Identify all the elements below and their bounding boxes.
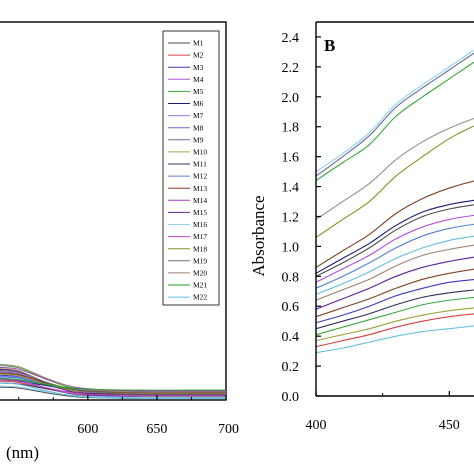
legend-entry-label: M1 (193, 39, 204, 48)
legend-entry-label: M18 (193, 244, 207, 253)
panel-b-series-line (316, 278, 474, 324)
panel-a-series-line (0, 369, 226, 395)
panel-b: 0.00.20.40.60.81.01.21.41.61.82.02.22.4 … (249, 21, 474, 433)
legend-entry-label: M9 (193, 135, 204, 144)
legend-entry-label: M15 (193, 208, 207, 217)
panel-b-series-line (316, 180, 474, 268)
panel-b-series-line (316, 49, 474, 173)
legend-entry-label: M22 (193, 293, 207, 302)
legend-entry-label: M17 (193, 232, 207, 241)
legend-entry-label: M12 (193, 172, 207, 181)
legend-entry-label: M19 (193, 256, 207, 265)
legend-items: M1 M2 M3 M4 M5 M6 M7 M8 M9 M10 M11 M12 M13 M14 M15 M16 M… (168, 39, 207, 302)
panel-b-series-line (316, 214, 474, 283)
panel-b-series-line (316, 125, 474, 238)
panel-b-y-tick-label: 1.0 (282, 240, 300, 255)
panel-b-x-ticks: 4004505 (306, 391, 460, 433)
legend-entry-label: M16 (193, 220, 207, 229)
legend-entry-label: M7 (193, 111, 204, 120)
panel-b-y-tick-label: 1.2 (282, 210, 300, 225)
panel-b-series-line (316, 117, 474, 220)
panel-b-y-tick-label: 2.4 (282, 31, 300, 46)
panel-b-y-tick-label: 1.8 (282, 121, 300, 136)
panel-b-series-line (316, 307, 474, 342)
panel-b-y-tick-label: 1.4 (282, 181, 300, 196)
panel-b-series-line (316, 61, 474, 182)
panel-b-y-tick-label: 0.4 (282, 330, 300, 345)
panel-b-series-line (316, 325, 474, 354)
panel-b-label: B (324, 36, 335, 55)
panel-a-series-line (0, 379, 226, 397)
legend-entry-label: M2 (193, 51, 204, 60)
legend-entry-label: M14 (193, 196, 207, 205)
panel-a-x-tick-label: 650 (146, 422, 167, 437)
panel-b-series-line (316, 313, 474, 348)
legend-entry-label: M21 (193, 281, 207, 290)
legend-entry-label: M20 (193, 269, 207, 278)
legend-entry-label: M11 (193, 160, 207, 169)
panel-a-x-tick-label: 700 (218, 422, 239, 437)
panel-b-y-tick-label: 1.6 (282, 151, 300, 166)
legend-entry-label: M3 (193, 63, 204, 72)
panel-b-y-tick-label: 0.0 (282, 390, 300, 405)
panel-b-y-axis-label: Absorbance (249, 195, 268, 276)
panel-b-series-line (316, 52, 474, 177)
panel-b-series-group (316, 49, 474, 354)
panel-a-series-line (0, 378, 226, 391)
panel-a-series-line (0, 372, 226, 394)
panel-b-series-line (316, 244, 474, 301)
panel-b-y-tick-label: 0.8 (282, 270, 300, 285)
panel-b-y-ticks: 0.0 0.2 0.4 0.6 0.8 1.0 1.2 1.4 1.6 1.8 2.0 2.2 2.4 (282, 31, 321, 405)
panel-b-series-line (316, 204, 474, 277)
panel-a-frame (0, 21, 227, 401)
panel-b-series-line (316, 268, 474, 318)
panel-b-series-line (316, 223, 474, 289)
legend-box (162, 30, 220, 306)
panel-b-y-tick-label: 0.6 (282, 300, 300, 315)
panel-a-x-ticks: 600 650 700 (18, 395, 239, 437)
panel-a-x-axis-label: (nm) (6, 443, 39, 462)
panel-b-series-line (316, 235, 474, 295)
legend-entry-label: M6 (193, 99, 204, 108)
panel-b-series-line (316, 256, 474, 310)
panel-b-x-tick-label: 450 (439, 418, 460, 433)
legend-entry-label: M4 (193, 75, 204, 84)
legend-entry-label: M8 (193, 123, 204, 132)
panel-a-series-line (0, 382, 226, 400)
panel-b-series-line (316, 289, 474, 330)
legend-entry-label: M10 (193, 148, 207, 157)
panel-a: 600 650 700 (nm) M1M2M3M4M5M6M7M8M9M10M11M… (0, 21, 239, 462)
panel-a-series-group (0, 364, 227, 400)
panel-a-series-line (0, 385, 226, 398)
panel-b-x-tick-label: 400 (306, 418, 327, 433)
legend-entry-label: M5 (193, 87, 204, 96)
panel-b-series-line (316, 296, 474, 336)
panel-a-x-tick-label: 600 (77, 422, 98, 437)
panel-b-y-tick-label: 0.2 (282, 360, 300, 375)
panel-a-legend: M1 M2 M3 M4 M5 M6 M7 M8 M9 M10 M11 M12 M13 M14 M15 M16 M… (162, 30, 220, 306)
panel-b-y-tick-label: 2.2 (282, 61, 300, 76)
legend-entry-label: M13 (193, 184, 207, 193)
panel-b-series-line (316, 199, 474, 274)
panel-b-y-tick-label: 2.0 (282, 91, 300, 106)
